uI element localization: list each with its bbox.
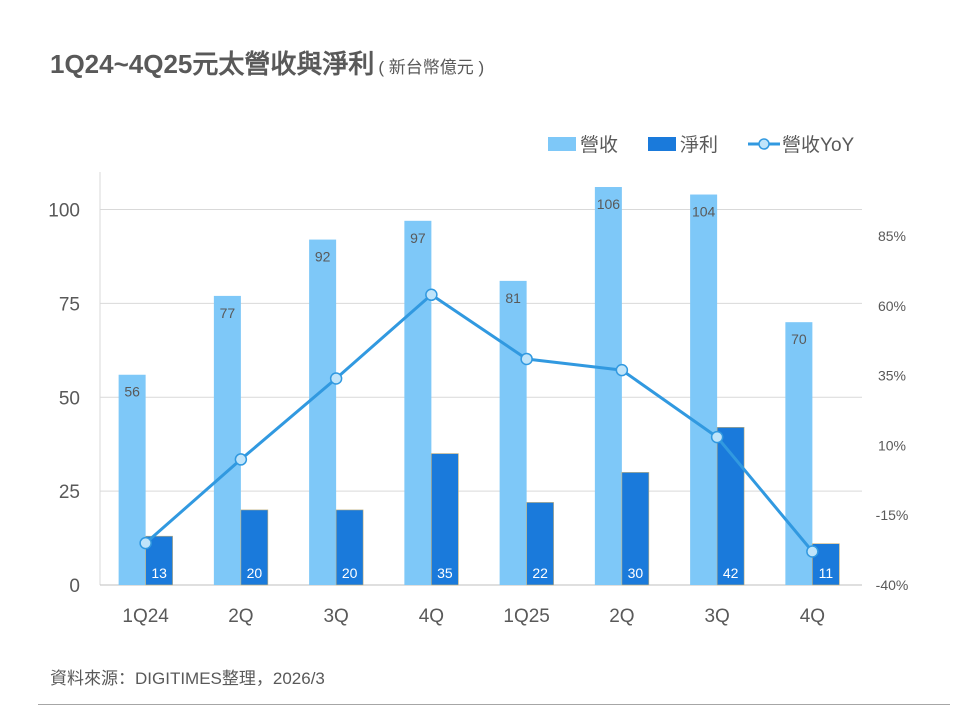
x-tick-label: 1Q25 — [503, 606, 549, 627]
bar-revenue — [404, 220, 432, 586]
source-note: 資料來源：DIGITIMES整理，2026/3 — [50, 669, 325, 688]
legend-label-net: 淨利 — [680, 135, 719, 156]
bar-revenue — [594, 187, 622, 585]
bar-revenue — [118, 374, 146, 585]
legend-item-net: 淨利 — [648, 130, 718, 157]
point-yoy — [615, 363, 629, 377]
y-left-tick-label: 0 — [69, 576, 80, 597]
bar-net — [431, 453, 459, 586]
bar-revenue — [499, 280, 527, 585]
legend-label-revenue: 營收 — [580, 135, 619, 156]
y-right-tick-label: 10% — [878, 437, 906, 453]
point-yoy — [520, 352, 533, 366]
y-right-tick-label: -15% — [876, 507, 909, 523]
bar-net — [621, 472, 650, 586]
bottom-divider — [38, 704, 950, 705]
legend-item-revenue: 營收 — [548, 130, 618, 157]
bar-net — [240, 509, 269, 586]
data-label-revenue: 92 — [315, 249, 331, 265]
x-tick-label: 4Q — [800, 606, 825, 627]
y-right-tick-label: 85% — [878, 228, 906, 244]
bar-net — [526, 502, 554, 586]
y-left-tick-label: 25 — [59, 482, 80, 503]
legend-item-yoy: 營收YoY — [748, 130, 854, 157]
y-right-tick-label: -40% — [876, 577, 909, 593]
data-label-net: 35 — [437, 565, 453, 581]
legend-swatch-net — [648, 136, 677, 151]
data-label-net: 42 — [723, 565, 739, 581]
x-tick-label: 3Q — [323, 606, 348, 627]
legend-swatch-revenue — [548, 136, 576, 151]
data-label-net: 13 — [151, 565, 167, 581]
legend-swatch-yoy — [748, 137, 781, 150]
data-label-revenue: 97 — [410, 230, 426, 246]
bar-net — [335, 509, 364, 586]
y-right-tick-label: 35% — [878, 368, 906, 384]
chart-title-row: 1Q24~4Q25元太營收與淨利( 新台幣億元 ) — [50, 44, 484, 81]
data-label-net: 30 — [628, 565, 644, 581]
x-tick-label: 1Q24 — [122, 606, 169, 627]
point-yoy — [139, 536, 152, 550]
point-yoy — [806, 545, 819, 558]
x-tick-label: 2Q — [228, 606, 253, 627]
point-yoy — [425, 288, 438, 302]
y-right-tick-label: 60% — [878, 298, 906, 314]
data-label-net: 20 — [247, 565, 263, 581]
data-label-revenue: 81 — [505, 290, 521, 306]
bar-revenue — [213, 295, 241, 585]
x-tick-label: 3Q — [704, 606, 729, 627]
data-label-net: 22 — [532, 565, 548, 581]
data-label-net: 11 — [819, 565, 834, 581]
bar-revenue — [785, 322, 813, 585]
data-label-revenue: 106 — [597, 196, 621, 212]
chart-title: 1Q24~4Q25元太營收與淨利 — [50, 49, 375, 79]
bar-revenue — [309, 239, 337, 585]
data-label-revenue: 104 — [692, 204, 716, 220]
line-yoy — [144, 293, 814, 553]
y-left-tick-label: 100 — [48, 201, 80, 222]
point-yoy — [234, 453, 248, 466]
y-left-tick-label: 50 — [59, 388, 80, 409]
data-label-revenue: 56 — [124, 384, 140, 400]
data-label-revenue: 70 — [791, 331, 807, 347]
data-label-revenue: 77 — [220, 305, 236, 321]
chart-unit: ( 新台幣億元 ) — [378, 58, 485, 77]
x-tick-label: 2Q — [609, 606, 634, 627]
x-tick-label: 4Q — [419, 606, 444, 627]
bar-revenue — [690, 194, 718, 585]
y-left-tick-label: 75 — [59, 294, 80, 315]
chart-legend: 營收 淨利 營收YoY — [548, 130, 854, 157]
point-yoy — [329, 372, 343, 385]
bar-net — [716, 427, 745, 586]
point-yoy — [710, 430, 724, 444]
legend-label-yoy: 營收YoY — [782, 135, 855, 156]
data-label-net: 20 — [342, 565, 358, 581]
